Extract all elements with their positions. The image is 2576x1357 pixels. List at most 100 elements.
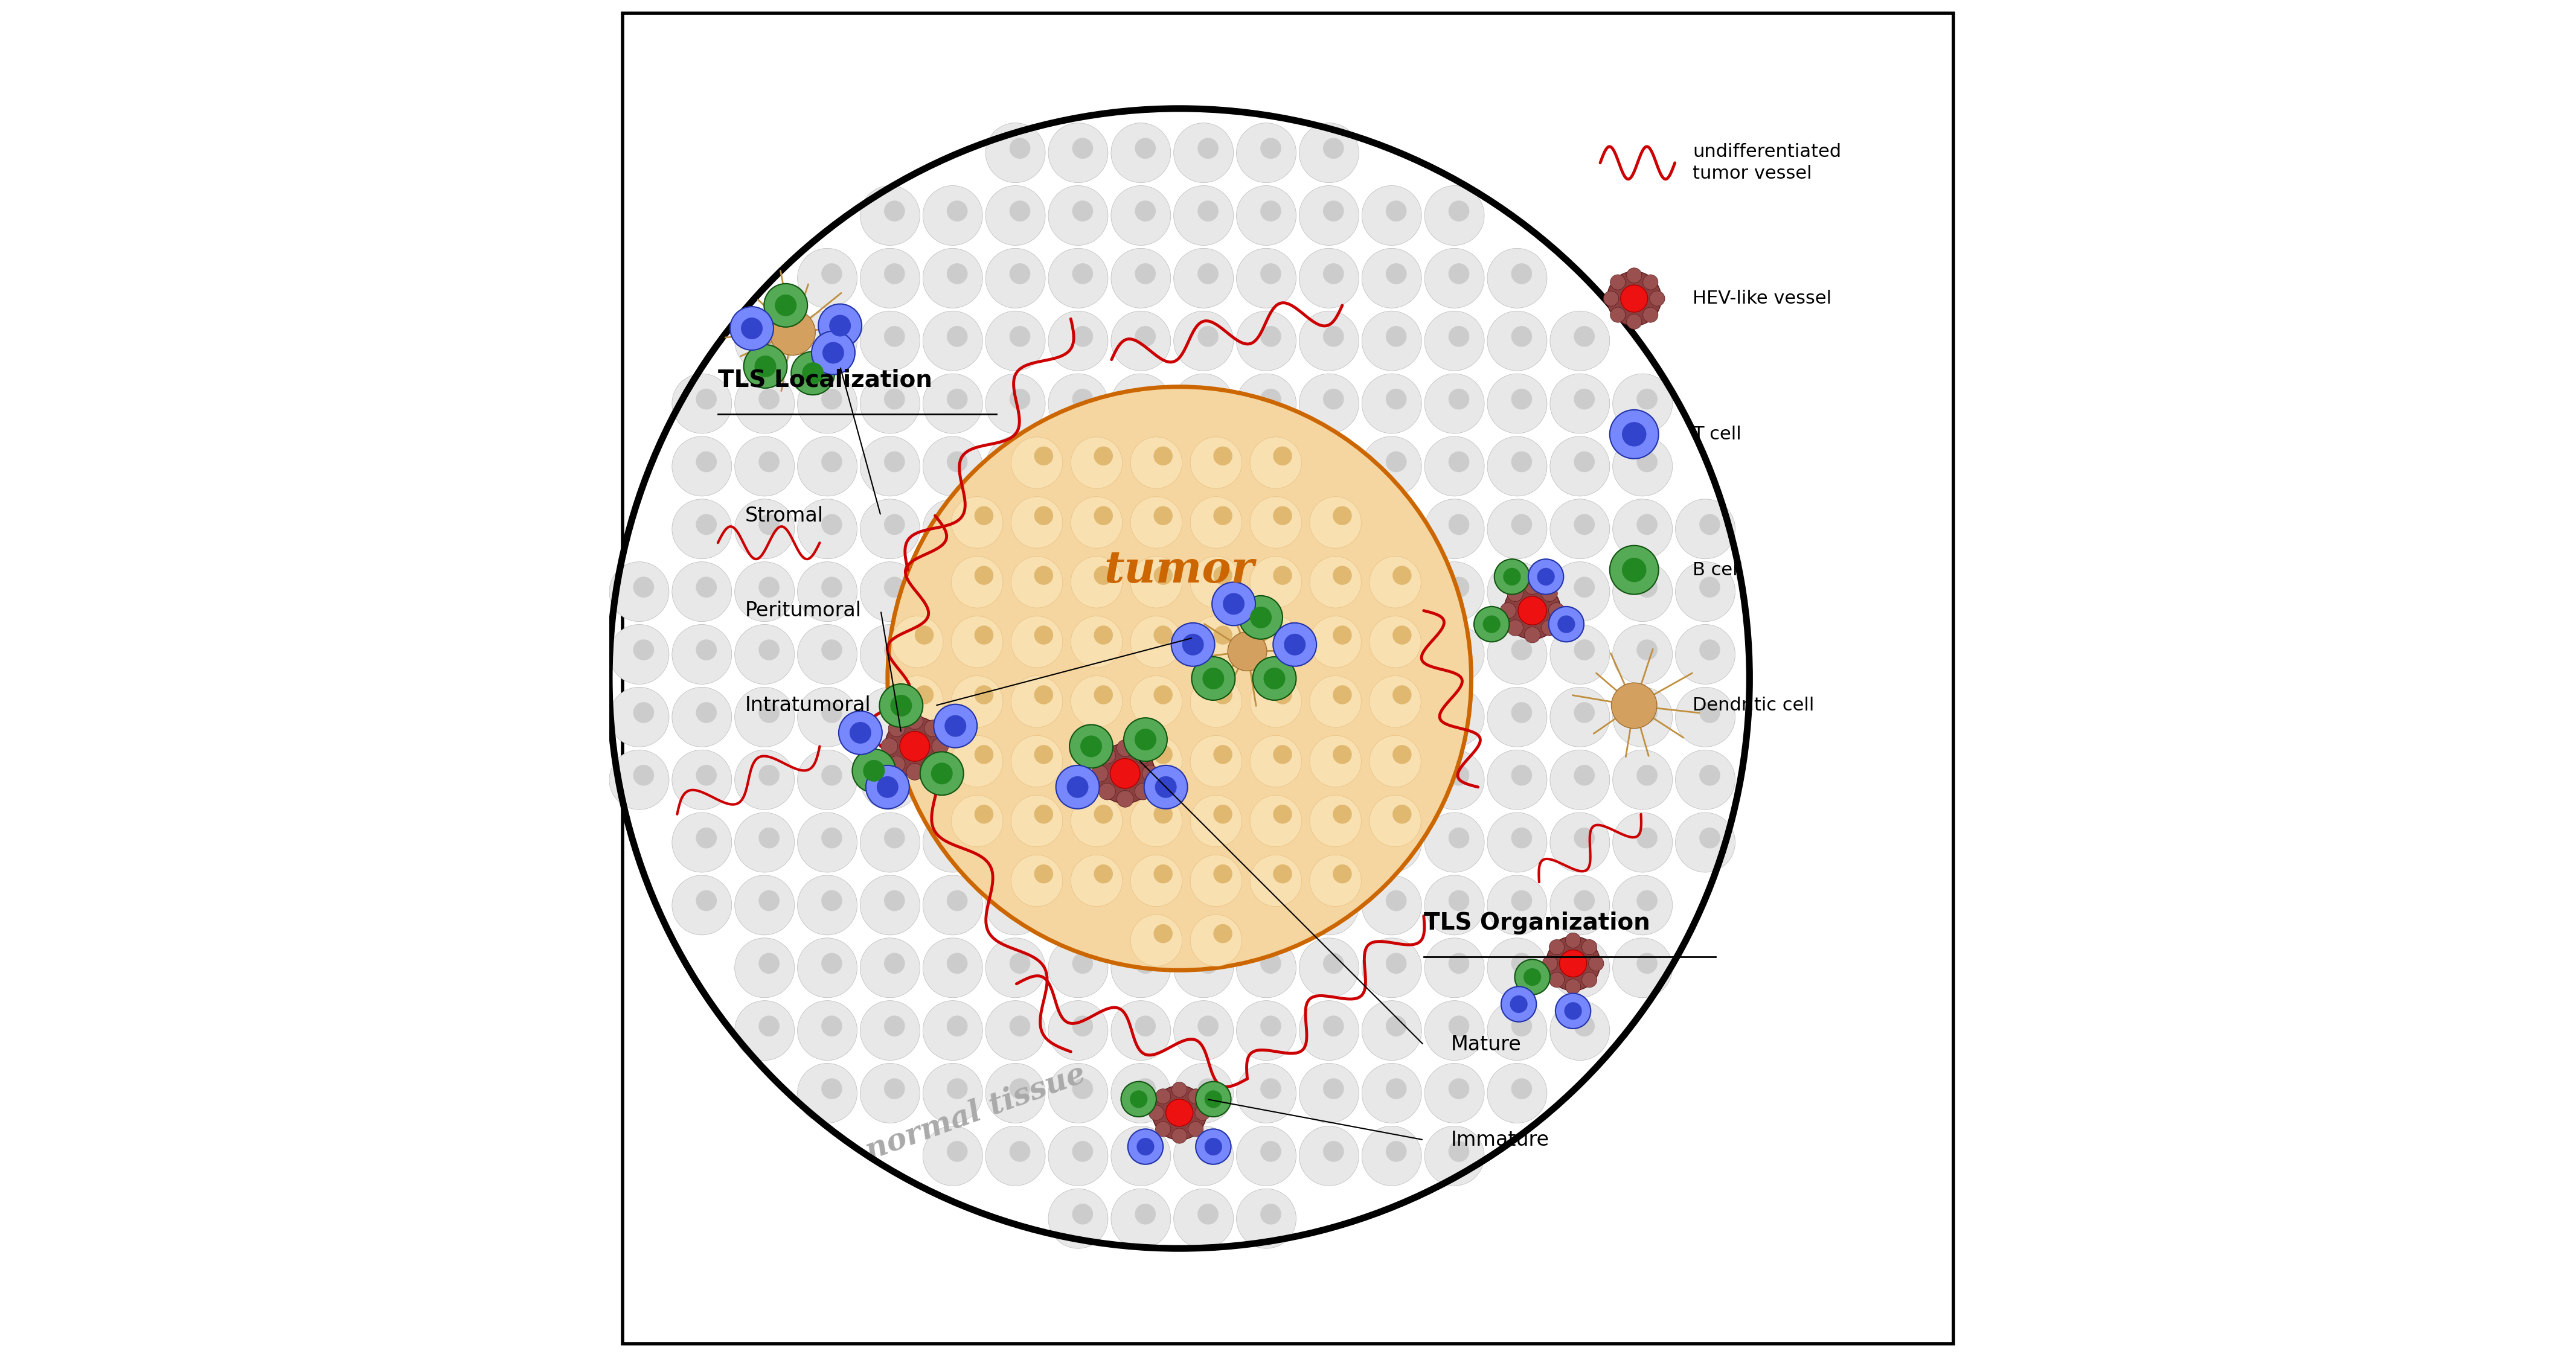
Circle shape [1613,562,1672,622]
Circle shape [1072,828,1092,848]
Circle shape [933,738,948,754]
Circle shape [1198,1079,1218,1099]
Circle shape [1512,1079,1533,1099]
Circle shape [1522,969,1540,985]
Circle shape [1649,290,1664,307]
Circle shape [1486,311,1548,370]
Circle shape [987,373,1046,433]
Circle shape [1448,577,1468,597]
Circle shape [1048,248,1108,308]
Circle shape [1613,687,1672,746]
Circle shape [1363,499,1422,559]
Circle shape [734,750,793,810]
Circle shape [1574,326,1595,347]
Circle shape [1425,311,1484,370]
Circle shape [948,639,969,661]
Circle shape [1198,577,1218,597]
Circle shape [757,890,781,911]
Circle shape [1249,676,1301,727]
Circle shape [1260,138,1280,159]
Circle shape [757,639,781,661]
Circle shape [1486,437,1548,497]
Circle shape [1386,1015,1406,1037]
Circle shape [1213,566,1231,585]
Circle shape [1175,499,1234,559]
Circle shape [1512,452,1533,472]
Circle shape [1095,805,1113,824]
Circle shape [1394,805,1412,824]
Circle shape [1309,676,1360,727]
Circle shape [1136,890,1157,911]
Circle shape [1198,452,1218,472]
Circle shape [1072,676,1123,727]
Circle shape [1110,437,1170,497]
Circle shape [1175,875,1234,935]
Circle shape [1033,566,1054,585]
Circle shape [1674,687,1736,746]
Circle shape [1512,765,1533,786]
Circle shape [1175,1000,1234,1060]
Circle shape [734,624,793,684]
Circle shape [1486,687,1548,746]
Circle shape [922,875,981,935]
Circle shape [1260,828,1280,848]
Circle shape [1551,311,1610,370]
Circle shape [974,685,994,704]
Circle shape [757,828,781,848]
Circle shape [1249,556,1301,608]
Circle shape [884,765,904,786]
Circle shape [860,373,920,433]
Circle shape [1636,828,1656,848]
Circle shape [922,938,981,997]
Circle shape [1363,687,1422,746]
Circle shape [1110,1064,1170,1124]
Circle shape [1394,685,1412,704]
Circle shape [1198,201,1218,221]
Circle shape [1110,624,1170,684]
Circle shape [1510,996,1528,1012]
Circle shape [1512,702,1533,723]
Circle shape [1486,1000,1548,1060]
Circle shape [729,307,773,350]
Circle shape [801,362,824,384]
Circle shape [1309,497,1360,548]
Circle shape [1332,745,1352,764]
Circle shape [1072,890,1092,911]
Circle shape [1625,267,1641,284]
Circle shape [922,1126,981,1186]
Circle shape [1566,978,1582,995]
Circle shape [1175,437,1234,497]
Circle shape [1010,138,1030,159]
Circle shape [1425,750,1484,810]
Circle shape [1425,875,1484,935]
Circle shape [1149,1105,1164,1121]
Circle shape [1425,1064,1484,1124]
Text: TLS Organization: TLS Organization [1425,912,1651,934]
Circle shape [1386,201,1406,221]
Circle shape [1048,624,1108,684]
Circle shape [860,499,920,559]
Circle shape [1069,725,1113,768]
Circle shape [1386,514,1406,535]
Circle shape [1136,388,1157,410]
Circle shape [757,326,781,347]
Circle shape [1273,745,1293,764]
Circle shape [1636,388,1656,410]
Circle shape [860,1064,920,1124]
Circle shape [948,326,969,347]
Circle shape [822,263,842,284]
Circle shape [1072,795,1123,847]
Circle shape [819,304,863,347]
Circle shape [1213,506,1231,525]
Circle shape [922,687,981,746]
Circle shape [1574,890,1595,911]
Circle shape [1512,828,1533,848]
Circle shape [1324,263,1345,284]
Circle shape [1486,875,1548,935]
Circle shape [1425,624,1484,684]
Circle shape [987,624,1046,684]
Circle shape [1613,938,1672,997]
Circle shape [1136,201,1157,221]
Circle shape [1131,556,1182,608]
Circle shape [1236,437,1296,497]
